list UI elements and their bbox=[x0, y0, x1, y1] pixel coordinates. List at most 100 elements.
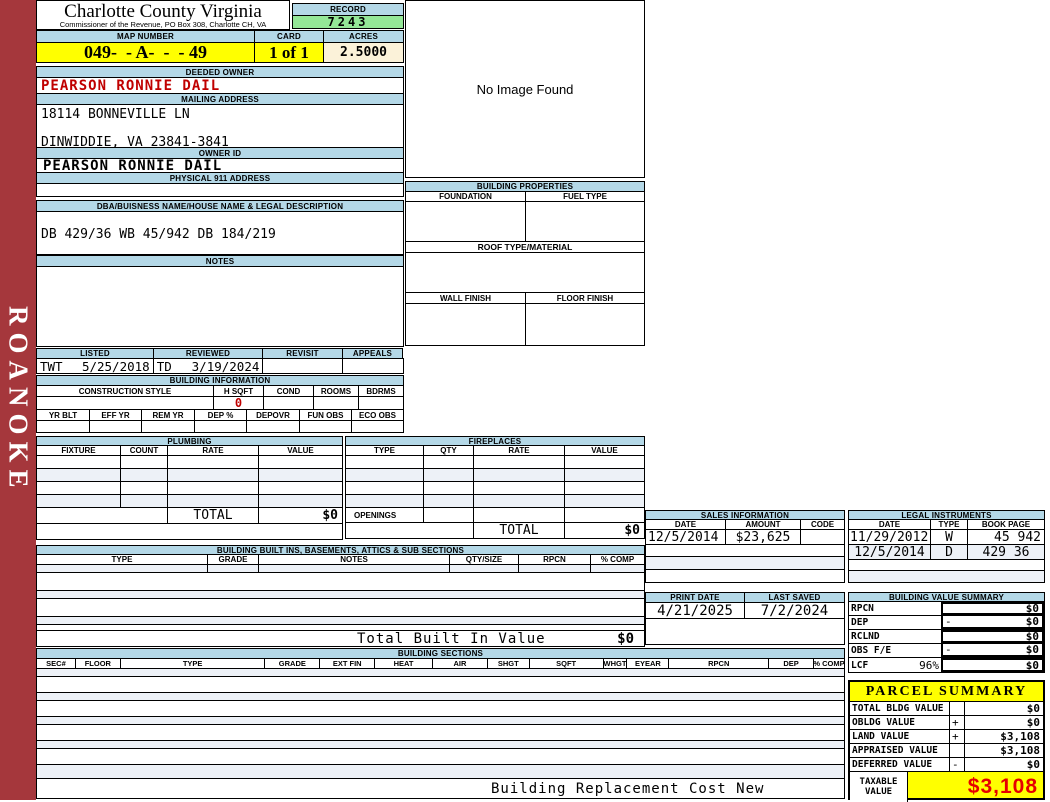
built-ins-total-row: Total Built In Value $0 bbox=[36, 630, 645, 647]
record-value: 7243 bbox=[292, 15, 404, 29]
wall-floor-values bbox=[405, 303, 645, 346]
legal-bookpage: 45 942 bbox=[994, 529, 1041, 545]
no-image-text: No Image Found bbox=[476, 81, 574, 97]
plumbing-total-value: $0 bbox=[322, 508, 338, 523]
mailing-address-line2: DINWIDDIE, VA 23841-3841 bbox=[41, 135, 229, 150]
bs-header-grade: GRADE bbox=[265, 659, 321, 668]
legal-instruments-table: LEGAL INSTRUMENTS DATE TYPE BOOK PAGE 11… bbox=[848, 510, 1045, 585]
depovr-label: DEPOVR bbox=[247, 410, 300, 420]
region-sidebar: ROANOKE bbox=[0, 0, 36, 800]
bvs-label: RPCN bbox=[851, 603, 874, 614]
bs-header-dep: DEP bbox=[769, 659, 814, 668]
print-saved-empty bbox=[645, 618, 845, 645]
appeals-value bbox=[343, 359, 403, 373]
fireplaces-header-qty: QTY bbox=[424, 446, 474, 455]
bvs-label-group: LCF 96% bbox=[849, 658, 941, 672]
parcel-op bbox=[950, 702, 965, 715]
bvs-value: $0 bbox=[1025, 615, 1039, 628]
revisit-value bbox=[263, 359, 344, 373]
parcel-op: - bbox=[950, 758, 965, 771]
mailing-address-box: 18114 BONNEVILLE LN DINWIDDIE, VA 23841-… bbox=[36, 104, 404, 150]
notes-box bbox=[36, 266, 404, 347]
bs-header-sqft: SQFT bbox=[529, 659, 604, 668]
bs-header-whgt: WHGT bbox=[603, 659, 628, 668]
fireplaces-row bbox=[345, 455, 645, 469]
legal-row bbox=[848, 570, 1045, 583]
building-sections-footer: Building Replacement Cost New bbox=[36, 778, 845, 799]
plumbing-header-fixture: FIXTURE bbox=[37, 446, 121, 455]
built-ins-total-value: $0 bbox=[617, 630, 634, 647]
plumbing-row bbox=[36, 481, 343, 495]
bs-header-extfin: EXT FIN bbox=[320, 659, 376, 668]
legal-header-date: DATE bbox=[849, 520, 931, 529]
bdrms-label: BDRMS bbox=[359, 386, 403, 396]
taxable-label: TAXABLE VALUE bbox=[850, 772, 908, 802]
built-ins-header-comp: % COMP bbox=[591, 555, 644, 564]
reviewed-date: 3/19/2024 bbox=[191, 358, 260, 374]
bs-header-rpcn: RPCN bbox=[669, 659, 770, 668]
sales-row: 12/5/2014 $23,625 bbox=[645, 529, 845, 545]
parcel-row: APPRAISED VALUE $3,108 bbox=[850, 744, 1043, 758]
bvs-label: LCF bbox=[851, 659, 869, 671]
last-saved-label: LAST SAVED bbox=[744, 592, 845, 603]
plumbing-table: PLUMBING FIXTURE COUNT RATE VALUE TOTAL … bbox=[36, 436, 343, 543]
bs-header-comp: % COMP bbox=[813, 659, 845, 668]
sales-table: SALES INFORMATION DATE AMOUNT CODE 12/5/… bbox=[645, 510, 845, 585]
photo-panel: No Image Found bbox=[405, 0, 645, 178]
bs-header-shgt: SHGT bbox=[487, 659, 530, 668]
plumbing-row bbox=[36, 468, 343, 482]
fireplaces-total-label: TOTAL bbox=[474, 523, 565, 538]
cond-label: COND bbox=[264, 386, 314, 396]
bs-header-heat: HEAT bbox=[375, 659, 433, 668]
physical-address-box bbox=[36, 183, 404, 197]
listed-value: TWT 5/25/2018 bbox=[37, 358, 154, 374]
legal-header-bookpage: BOOK PAGE bbox=[968, 520, 1044, 529]
bs-header-sec: SEC# bbox=[37, 659, 76, 668]
sales-row bbox=[645, 556, 845, 570]
building-sections-row bbox=[36, 764, 845, 779]
legal-date: 11/29/2012 bbox=[849, 530, 931, 545]
legal-type: W bbox=[931, 530, 968, 545]
bvs-value: $0 bbox=[1025, 658, 1039, 672]
building-properties-box: BUILDING PROPERTIES FOUNDATION FUEL TYPE… bbox=[405, 181, 645, 346]
bvs-op: - bbox=[945, 615, 952, 628]
plumbing-total-label: TOTAL bbox=[168, 508, 259, 523]
built-ins-row bbox=[36, 564, 645, 573]
parcel-row: DEFERRED VALUE - $0 bbox=[850, 758, 1043, 772]
floor-finish-label: FLOOR FINISH bbox=[526, 293, 644, 303]
parcel-value: $0 bbox=[1026, 716, 1040, 729]
rem-yr-label: REM YR bbox=[142, 410, 195, 420]
parcel-label: DEFERRED VALUE bbox=[850, 758, 950, 771]
bvs-op: - bbox=[945, 643, 952, 656]
bvs-label: DEP bbox=[851, 617, 869, 628]
legal-bookpage: 429 36 bbox=[982, 544, 1030, 560]
listed-code: TWT bbox=[40, 358, 63, 374]
parcel-op: + bbox=[950, 730, 965, 743]
built-ins-table: BUILDING BUILT INS, BASEMENTS, ATTICS & … bbox=[36, 545, 645, 647]
owner-id-value: PEARSON RONNIE DAIL bbox=[36, 158, 404, 174]
legal-header-type: TYPE bbox=[931, 520, 968, 529]
listed-date: 5/25/2018 bbox=[81, 358, 150, 374]
parcel-value: $3,108 bbox=[1000, 744, 1040, 757]
bdrms-value bbox=[359, 397, 403, 409]
parcel-op: + bbox=[950, 716, 965, 729]
bvs-value: $0 bbox=[1025, 643, 1039, 656]
parcel-value: $0 bbox=[1026, 702, 1040, 715]
parcel-row: LAND VALUE + $3,108 bbox=[850, 730, 1043, 744]
legal-description-value: DB 429/36 WB 45/942 DB 184/219 bbox=[41, 227, 276, 242]
legal-type: D bbox=[931, 545, 968, 560]
parcel-op bbox=[950, 744, 965, 757]
legal-row: 12/5/2014 D 429 36 bbox=[848, 544, 1045, 560]
bvs-label: OBS F/E bbox=[851, 645, 892, 656]
bvs-op bbox=[943, 660, 959, 670]
print-saved-box: PRINT DATE LAST SAVED 4/21/2025 7/2/2024 bbox=[645, 592, 845, 645]
yr-blt-label: YR BLT bbox=[37, 410, 90, 420]
sales-header-date: DATE bbox=[646, 520, 726, 529]
bs-header-floor: FLOOR bbox=[75, 659, 121, 668]
building-value-summary: BUILDING VALUE SUMMARY RPCN $0 DEP - $0 … bbox=[848, 592, 1045, 673]
h-sqft-value: 0 bbox=[214, 396, 264, 410]
bvs-value: $0 bbox=[1025, 630, 1039, 643]
fireplaces-row bbox=[345, 494, 645, 508]
bvs-label: RCLND bbox=[851, 631, 880, 642]
parcel-summary-title: PARCEL SUMMARY bbox=[850, 682, 1043, 702]
